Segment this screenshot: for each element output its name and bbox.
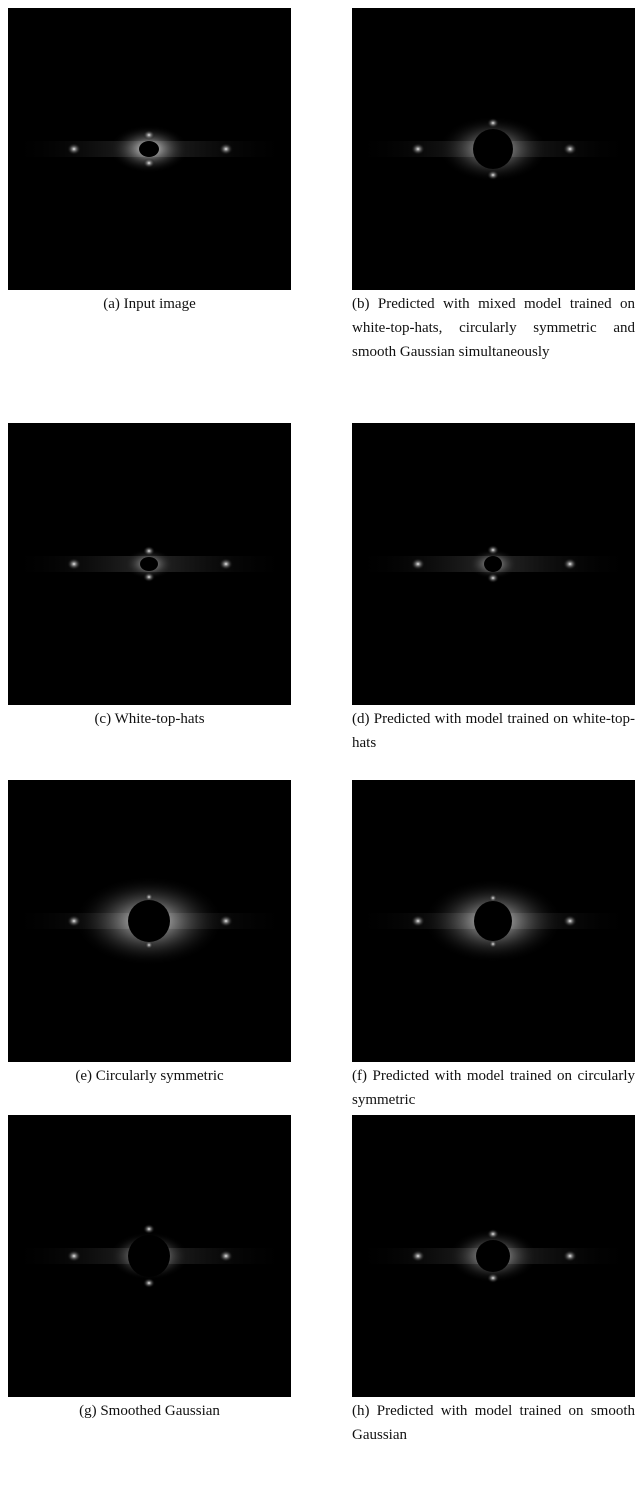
spectrum-image: [352, 8, 635, 290]
spectrum-image: [8, 780, 291, 1062]
caption: (b) Predicted with mixed model trained o…: [352, 292, 635, 364]
caption: (d) Predicted with model trained on whit…: [352, 707, 635, 755]
spectrum-image: [8, 8, 291, 290]
spectrum-image: [352, 1115, 635, 1397]
panel: (f) Predicted with model trained on circ…: [352, 780, 635, 1112]
panel: (a) Input image: [8, 8, 291, 316]
spectrum-image: [8, 1115, 291, 1397]
caption: (e) Circularly symmetric: [8, 1064, 291, 1088]
caption: (h) Predicted with model trained on smoo…: [352, 1399, 635, 1447]
panel: (h) Predicted with model trained on smoo…: [352, 1115, 635, 1447]
spectrum-image: [352, 780, 635, 1062]
caption: (a) Input image: [8, 292, 291, 316]
panel: (b) Predicted with mixed model trained o…: [352, 8, 635, 364]
spectrum-image: [352, 423, 635, 705]
caption: (f) Predicted with model trained on circ…: [352, 1064, 635, 1112]
spectrum-image: [8, 423, 291, 705]
panel: (e) Circularly symmetric: [8, 780, 291, 1088]
panel: (c) White-top-hats: [8, 423, 291, 731]
caption: (g) Smoothed Gaussian: [8, 1399, 291, 1423]
panel: (d) Predicted with model trained on whit…: [352, 423, 635, 755]
caption: (c) White-top-hats: [8, 707, 291, 731]
page: (a) Input image (b) Predicted with mixed…: [0, 0, 640, 1488]
panel: (g) Smoothed Gaussian: [8, 1115, 291, 1423]
